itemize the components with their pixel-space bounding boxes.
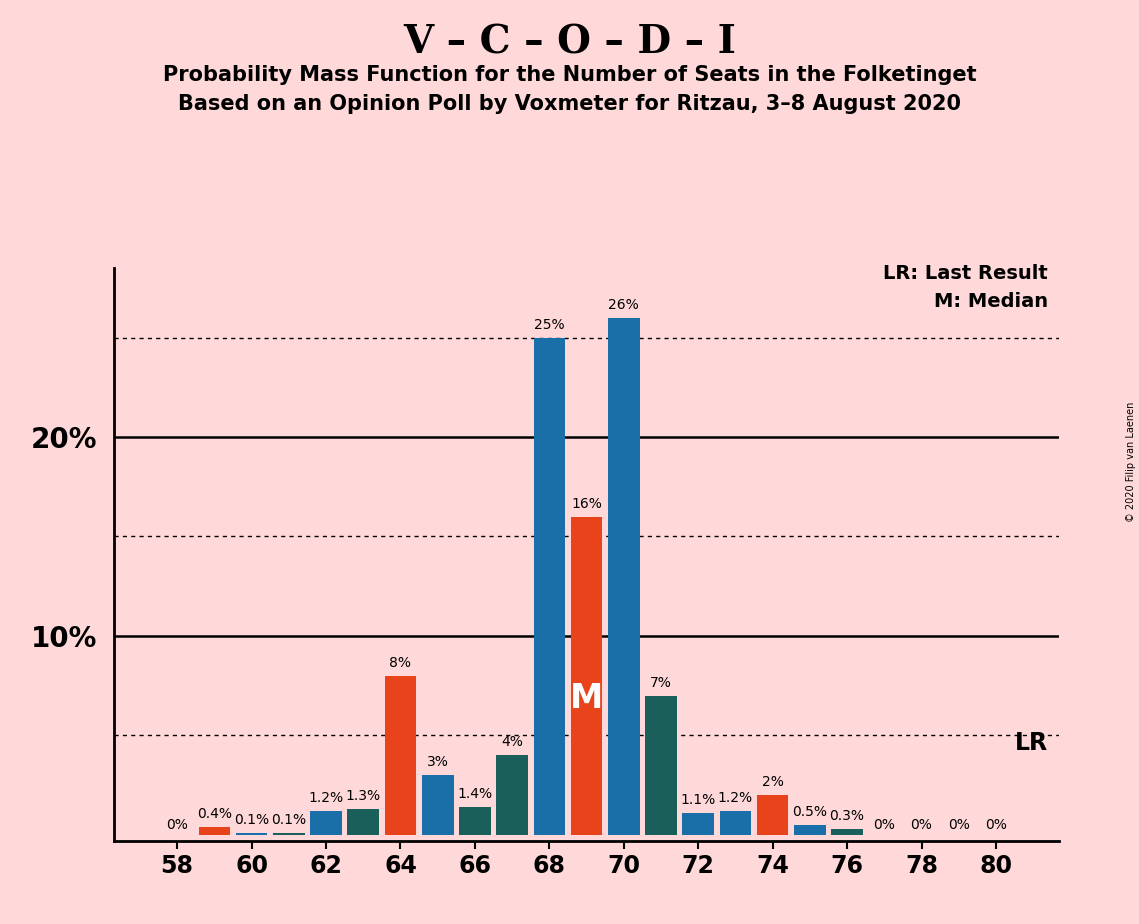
Bar	[608, 318, 640, 835]
Bar	[198, 827, 230, 835]
Bar	[385, 675, 417, 835]
Text: 1.4%: 1.4%	[458, 787, 492, 801]
Text: 0%: 0%	[910, 818, 933, 832]
Bar	[720, 811, 752, 835]
Text: 26%: 26%	[608, 298, 639, 311]
Bar	[645, 696, 677, 835]
Bar	[497, 755, 528, 835]
Text: V – C – O – D – I: V – C – O – D – I	[403, 23, 736, 61]
Text: Probability Mass Function for the Number of Seats in the Folketinget: Probability Mass Function for the Number…	[163, 65, 976, 85]
Text: 3%: 3%	[427, 755, 449, 769]
Text: 1.2%: 1.2%	[309, 791, 344, 805]
Bar	[273, 833, 304, 835]
Text: 0.3%: 0.3%	[829, 808, 865, 823]
Bar	[310, 811, 342, 835]
Text: M: M	[570, 682, 604, 714]
Text: 1.1%: 1.1%	[681, 793, 716, 807]
Text: 25%: 25%	[534, 318, 565, 332]
Text: 1.3%: 1.3%	[346, 789, 380, 803]
Text: LR: Last Result: LR: Last Result	[884, 264, 1048, 284]
Bar	[756, 795, 788, 835]
Text: 1.2%: 1.2%	[718, 791, 753, 805]
Text: 0.1%: 0.1%	[233, 813, 269, 827]
Text: Based on an Opinion Poll by Voxmeter for Ritzau, 3–8 August 2020: Based on an Opinion Poll by Voxmeter for…	[178, 94, 961, 115]
Text: 8%: 8%	[390, 656, 411, 670]
Bar	[682, 813, 714, 835]
Bar	[571, 517, 603, 835]
Bar	[236, 833, 268, 835]
Text: 7%: 7%	[650, 675, 672, 689]
Bar	[831, 829, 863, 835]
Text: M: Median: M: Median	[934, 292, 1048, 311]
Text: 0%: 0%	[166, 818, 188, 832]
Bar	[459, 807, 491, 835]
Text: 16%: 16%	[571, 496, 603, 511]
Bar	[794, 825, 826, 835]
Text: 0%: 0%	[985, 818, 1007, 832]
Text: 0.5%: 0.5%	[793, 805, 827, 819]
Text: 0.1%: 0.1%	[271, 813, 306, 827]
Text: 2%: 2%	[762, 775, 784, 789]
Text: LR: LR	[1015, 732, 1048, 756]
Bar	[533, 337, 565, 835]
Bar	[347, 809, 379, 835]
Text: 4%: 4%	[501, 736, 523, 749]
Text: © 2020 Filip van Laenen: © 2020 Filip van Laenen	[1126, 402, 1136, 522]
Text: 0.4%: 0.4%	[197, 807, 232, 821]
Text: 0%: 0%	[874, 818, 895, 832]
Bar	[421, 775, 453, 835]
Text: 0%: 0%	[948, 818, 969, 832]
